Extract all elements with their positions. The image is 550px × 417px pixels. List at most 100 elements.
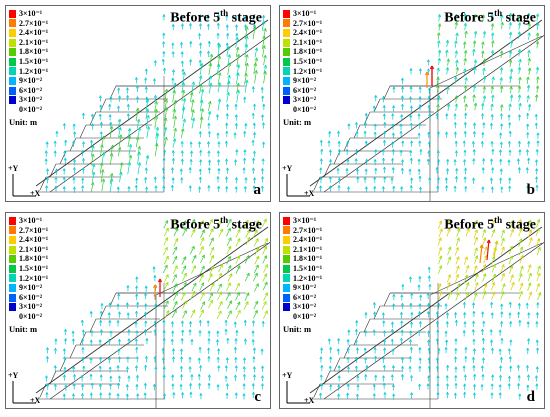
legend-entry: 6×10⁻² [283,293,322,303]
legend-swatch [283,303,290,312]
legend-entry: 0×10⁻² [9,105,48,115]
legend-entry: 6×10⁻² [9,86,48,96]
legend-entry: 3×10⁻² [9,95,48,105]
axis-arrows [286,174,310,197]
legend-swatch [9,38,16,47]
legend-entry: 9×10⁻² [9,76,48,86]
legend-entry: 2.7×10⁻¹ [9,19,48,29]
displacement-vector-field [309,219,544,408]
axis-x-label: +X [304,189,315,198]
legend-swatch [283,245,290,254]
legend-entry: 1.8×10⁻¹ [283,47,322,57]
legend-entry: 1.5×10⁻¹ [9,264,48,274]
legend-entry: 1.5×10⁻¹ [9,57,48,67]
legend-swatch [9,303,16,312]
displacement-vector-field [35,14,270,193]
legend-entry: 1.2×10⁻¹ [9,274,48,284]
legend-entry: 6×10⁻² [9,293,48,303]
legend-entry: 2.4×10⁻¹ [9,28,48,38]
legend-label: 3×10⁻² [19,95,43,105]
axis-arrows [286,381,310,404]
legend-swatch [283,86,290,95]
legend-swatch [9,255,16,264]
legend-entry: 9×10⁻² [9,283,48,293]
legend-label: 2.7×10⁻¹ [293,225,323,235]
legend-entry: 2.7×10⁻¹ [283,19,322,29]
legend-swatch [283,28,290,37]
legend-label: 2.7×10⁻¹ [19,18,49,28]
legend-label: 1.8×10⁻¹ [293,254,323,264]
legend-entry: 2.1×10⁻¹ [9,245,48,255]
legend-label: 2.4×10⁻¹ [293,28,323,38]
legend-swatch [9,216,16,225]
legend-entry: 3×10⁻² [283,302,322,312]
unit-label: Unit: m [9,323,38,334]
legend-entry: 1.8×10⁻¹ [9,254,48,264]
legend-entry: 3×10⁻¹ [9,216,48,226]
legend-swatch [283,9,290,18]
legend-swatch [9,67,16,76]
legend-swatch [9,9,16,18]
legend-label: 2.1×10⁻¹ [19,37,49,47]
legend-label: 3×10⁻¹ [293,216,317,225]
unit-label: Unit: m [9,116,38,127]
axis-y-label: +Y [282,164,293,173]
displacement-vector-field [309,12,544,201]
legend-swatch [283,264,290,273]
panel-title: Before 5th stage [170,8,262,26]
legend-label: 1.8×10⁻¹ [19,254,49,264]
axis-y-label: +Y [8,164,19,173]
legend-entry: 2.4×10⁻¹ [9,235,48,245]
panel-c: 3×10⁻¹ 2.7×10⁻¹ 2.4×10⁻¹ 2.1×10⁻¹ 1.8×10⁻¹ 1.… [5,212,271,409]
legend-swatch [283,283,290,292]
legend-swatch [283,48,290,57]
legend-entry: 1.5×10⁻¹ [283,57,322,67]
legend-swatch [283,226,290,235]
legend-entry: 0×10⁻² [9,312,48,322]
legend-label: 3×10⁻¹ [19,9,43,18]
color-legend: 3×10⁻¹ 2.7×10⁻¹ 2.4×10⁻¹ 2.1×10⁻¹ 1.8×10⁻¹ 1.… [283,216,322,334]
panel-a: 3×10⁻¹ 2.7×10⁻¹ 2.4×10⁻¹ 2.1×10⁻¹ 1.8×10⁻¹ 1.… [5,5,271,202]
legend-label: 6×10⁻² [19,292,43,302]
legend-swatch [283,255,290,264]
legend-label: 0×10⁻² [293,104,317,114]
legend-label: 2.4×10⁻¹ [19,28,49,38]
axis-arrows [12,174,36,197]
legend-entry: 2.4×10⁻¹ [283,235,322,245]
panel-title: Before 5th stage [444,215,536,233]
axis-y-label: +Y [8,371,19,380]
unit-label: Unit: m [283,323,312,334]
legend-label: 3×10⁻¹ [19,216,43,225]
displacement-vector-field [35,218,270,408]
panel-title: Before 5th stage [170,215,262,233]
legend-swatch [9,86,16,95]
legend-entry: 3×10⁻¹ [9,9,48,19]
legend-entry: 0×10⁻² [283,312,322,322]
legend-swatch [9,226,16,235]
legend-swatch [283,235,290,244]
color-legend: 3×10⁻¹ 2.7×10⁻¹ 2.4×10⁻¹ 2.1×10⁻¹ 1.8×10⁻¹ 1.… [283,9,322,127]
axis-x-label: +X [30,396,41,405]
legend-swatch [283,274,290,283]
legend-entry: 2.1×10⁻¹ [283,38,322,48]
legend-entry: 1.8×10⁻¹ [283,254,322,264]
legend-label: 1.8×10⁻¹ [19,47,49,57]
legend-label: 2.1×10⁻¹ [293,37,323,47]
axis-x-label: +X [30,189,41,198]
legend-swatch [9,76,16,85]
legend-label: 0×10⁻² [19,311,43,321]
legend-label: 6×10⁻² [19,85,43,95]
legend-label: 9×10⁻² [19,76,43,86]
legend-entry: 1.2×10⁻¹ [283,67,322,77]
legend-label: 9×10⁻² [293,76,317,86]
legend-label: 2.7×10⁻¹ [293,18,323,28]
legend-label: 1.2×10⁻¹ [19,273,49,283]
legend-label: 2.4×10⁻¹ [293,235,323,245]
axis-arrows [12,381,36,404]
legend-swatch [283,76,290,85]
legend-entry: 6×10⁻² [283,86,322,96]
legend-label: 1.2×10⁻¹ [293,66,323,76]
legend-label: 2.7×10⁻¹ [19,225,49,235]
legend-entry: 0×10⁻² [283,105,322,115]
legend-label: 3×10⁻¹ [293,9,317,18]
